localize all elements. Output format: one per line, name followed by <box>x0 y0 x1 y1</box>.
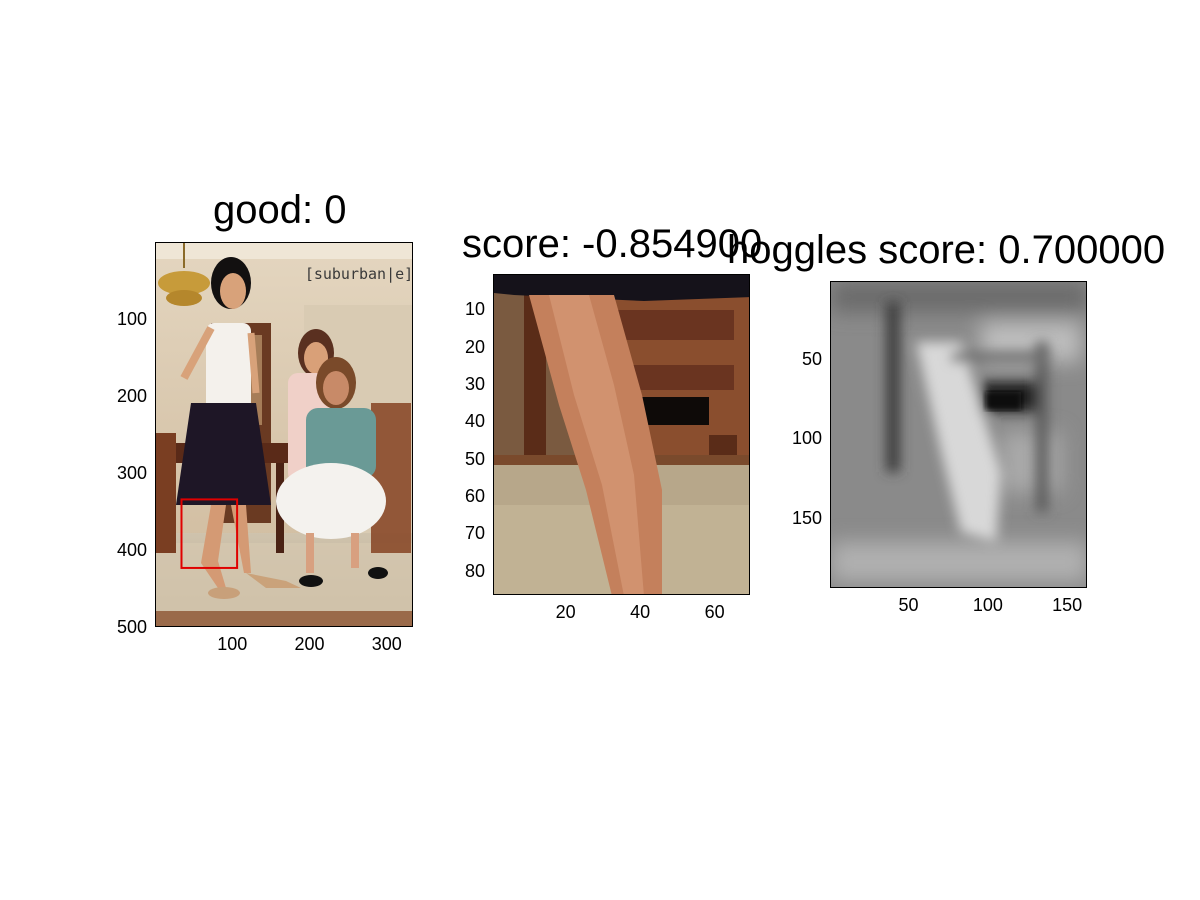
panel-2-y-tick-label: 40 <box>464 411 485 432</box>
panel-2-x-tick-label: 40 <box>630 602 651 622</box>
panel-3-heatmap <box>831 282 1086 587</box>
panel-1-y-tick-label: 200 <box>116 386 147 406</box>
panel-3-x-tick-label: 150 <box>1052 595 1083 615</box>
panel-1-y-tick-label: 100 <box>116 309 147 329</box>
panel-1-photo: [suburban|e] <box>156 243 413 626</box>
panel-3-y-tick-label: 150 <box>791 507 822 528</box>
panel-3-x-tick-label: 50 <box>898 595 919 615</box>
panel-3-x-tick-label: 100 <box>972 595 1003 615</box>
panel-2-y-tick-label: 70 <box>464 523 485 544</box>
panel-2-y-tick-label: 10 <box>464 299 485 320</box>
panel-3-y-tick-label: 100 <box>791 428 822 449</box>
panel-1-x-tick-label: 100 <box>217 634 248 654</box>
panel-2-y-tick-label: 80 <box>464 560 485 581</box>
panel-1-title: good: 0 <box>213 188 347 232</box>
panel-3-y-tick-label: 50 <box>801 349 822 370</box>
panel-1-axes: [suburban|e] <box>155 242 413 627</box>
panel-2-y-tick-label: 20 <box>464 336 485 357</box>
panel-2-x-tick-label: 20 <box>555 602 576 622</box>
panel-2-y-tick-label: 30 <box>464 374 485 395</box>
panel-2-y-tick-label: 60 <box>464 486 485 507</box>
panel-2-x-tick-label: 60 <box>704 602 725 622</box>
photo-watermark: [suburban|e] <box>305 265 413 283</box>
panel-2-crop <box>494 275 749 594</box>
panel-2-title: score: -0.854900 <box>462 222 763 266</box>
panel-1-x-tick-label: 200 <box>294 634 325 654</box>
panel-2-y-tick-label: 50 <box>464 448 485 469</box>
panel-1-bounding-box <box>180 498 239 569</box>
panel-1-y-tick-label: 300 <box>116 463 147 483</box>
panel-1-y-tick-label: 500 <box>116 617 147 637</box>
panel-3-axes <box>830 281 1087 588</box>
panel-2-axes <box>493 274 750 595</box>
chandelier-icon <box>158 243 210 306</box>
panel-1-x-tick-label: 300 <box>371 634 402 654</box>
panel-3-title: hoggles score: 0.700000 <box>727 228 1166 272</box>
panel-1-y-tick-label: 400 <box>116 540 147 560</box>
